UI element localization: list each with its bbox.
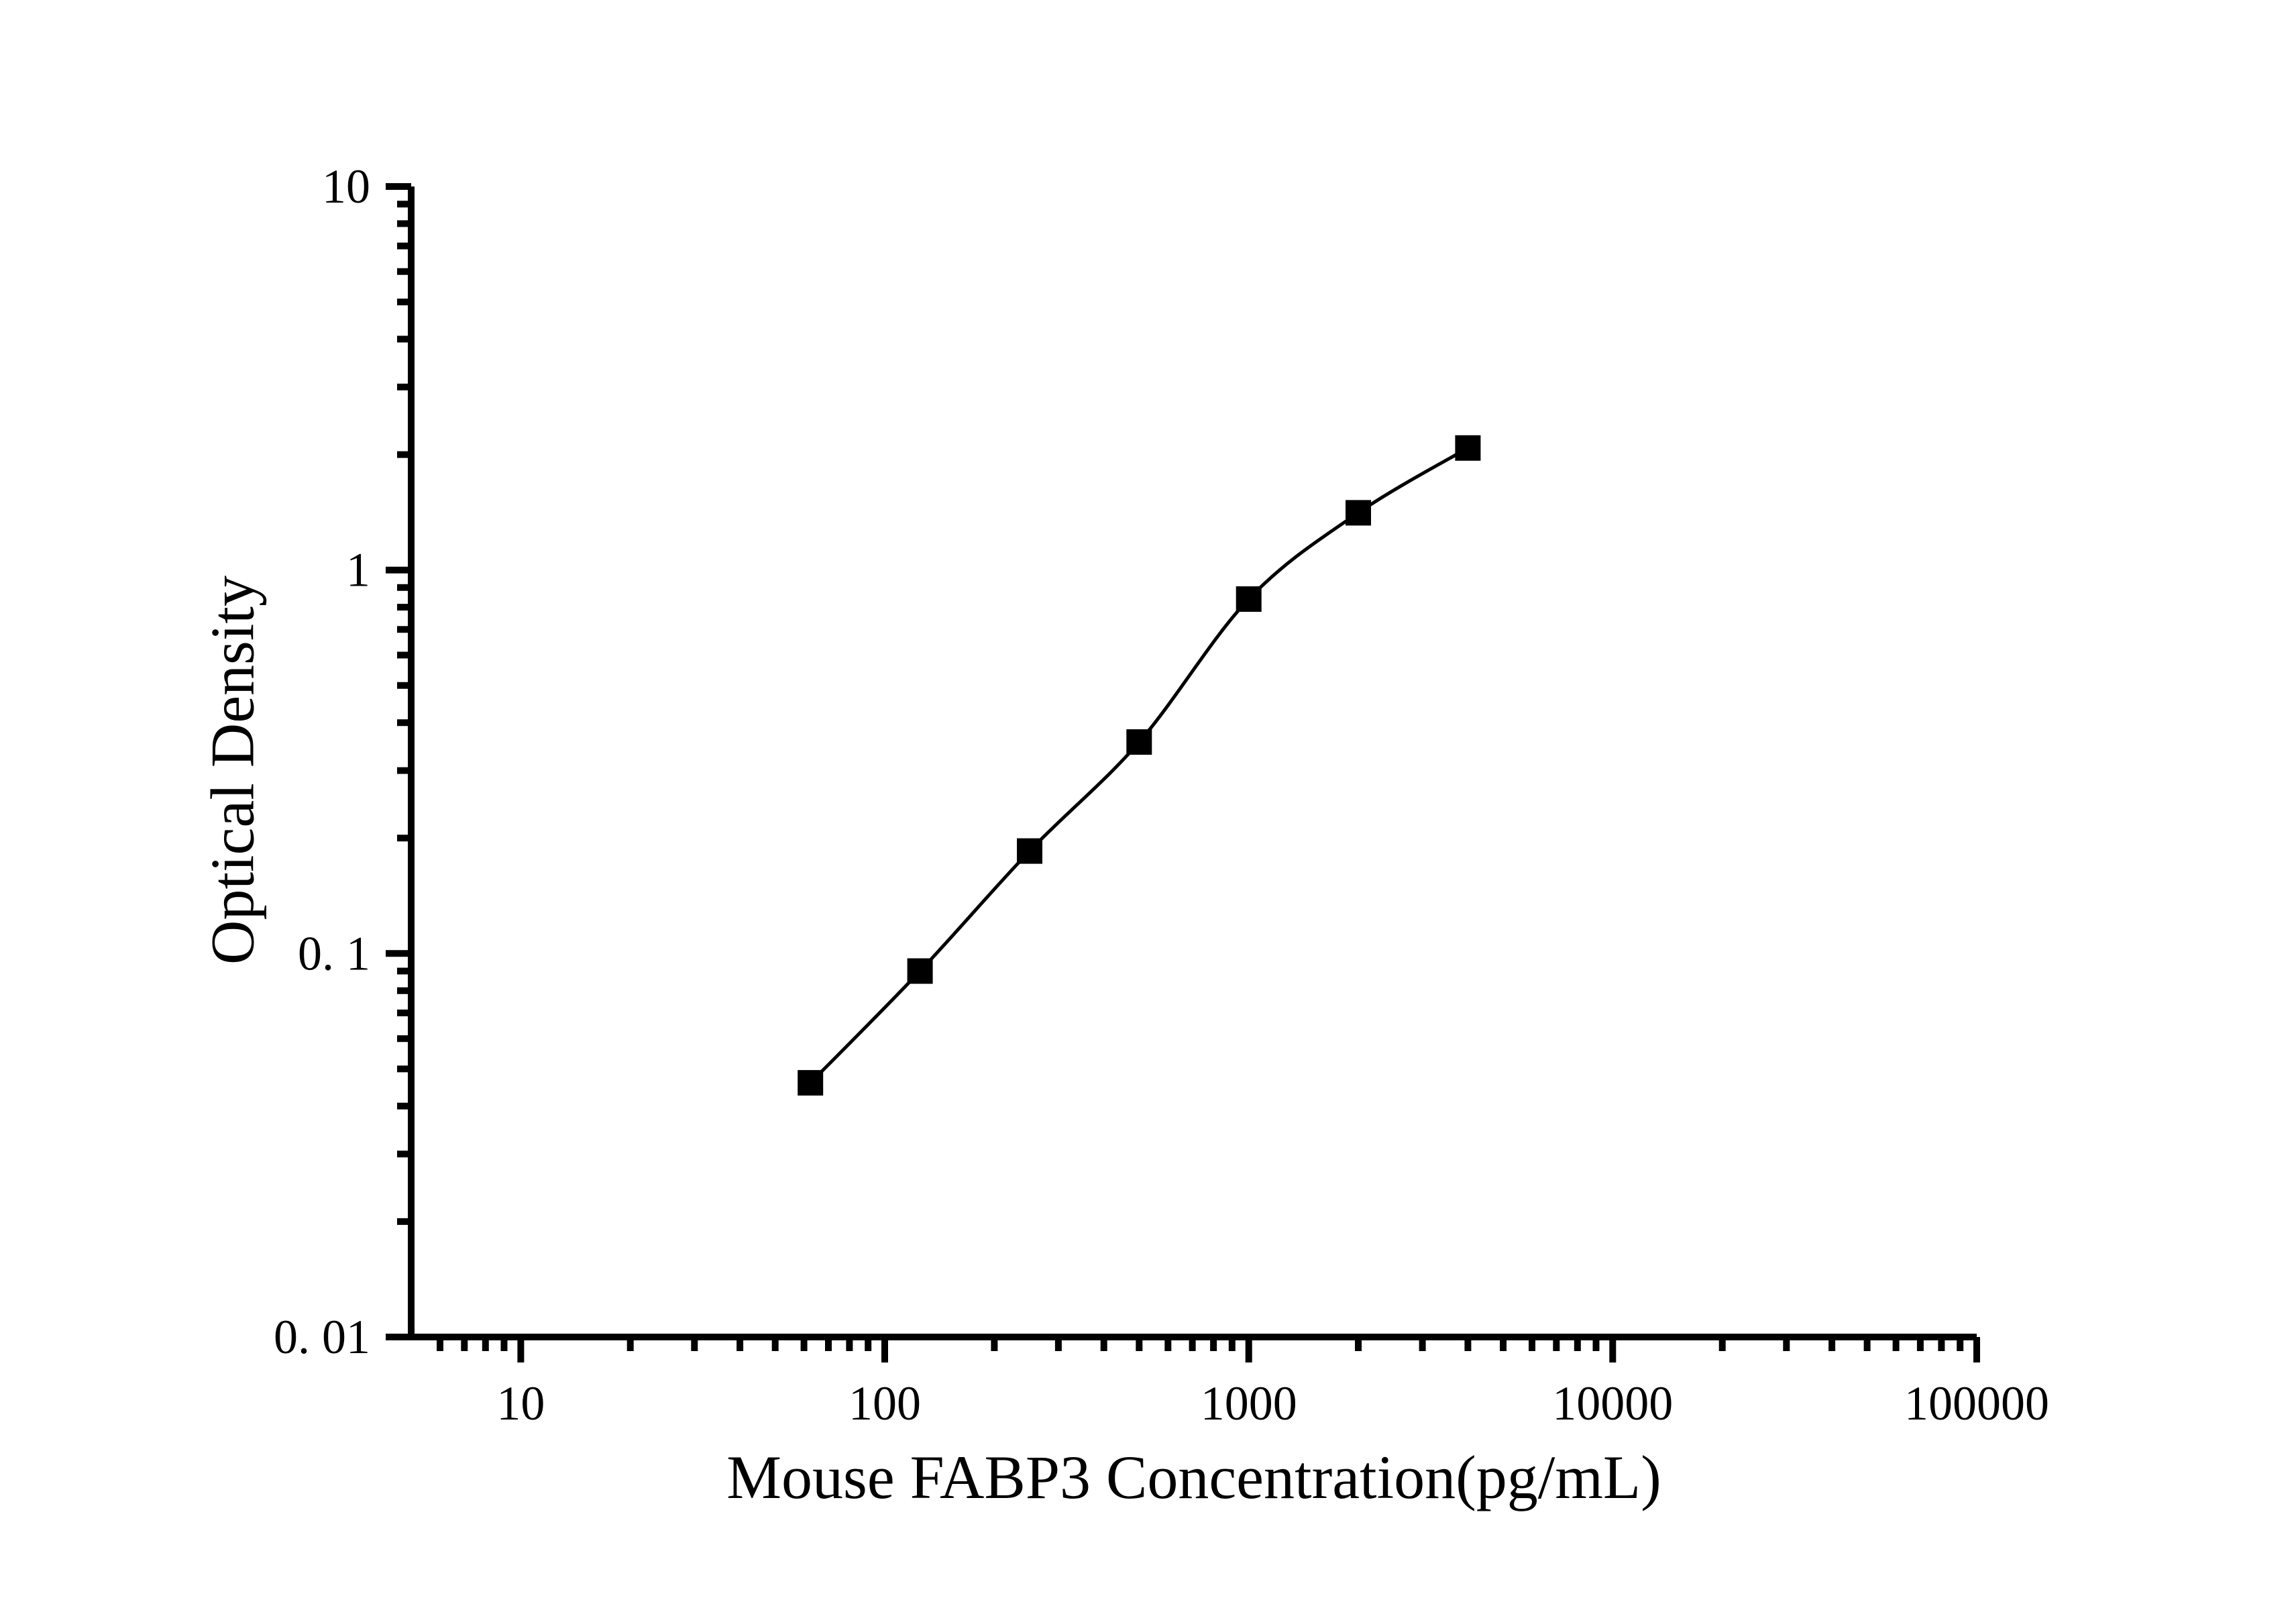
x-tick-label: 10 — [496, 1377, 545, 1430]
y-tick-label: 1 — [346, 543, 370, 597]
data-point-marker — [907, 958, 933, 984]
data-point-marker — [798, 1070, 824, 1096]
axis-ticks — [386, 183, 1980, 1362]
x-axis-title: Mouse FABP3 Concentration(pg/mL) — [726, 1443, 1661, 1511]
data-point-marker — [1346, 500, 1371, 526]
axes — [408, 186, 1977, 1340]
y-tick-label: 0. 01 — [274, 1310, 370, 1364]
fit-curve-path — [809, 446, 1469, 1084]
x-tick-label: 10000 — [1552, 1377, 1673, 1430]
data-points — [798, 435, 1481, 1096]
x-tick-labels: 10 100 1000 10000 100000 — [496, 1377, 2049, 1430]
y-tick-label: 0. 1 — [298, 926, 370, 980]
data-point-marker — [1455, 435, 1481, 461]
x-tick-label: 100 — [849, 1377, 921, 1430]
y-tick-label: 10 — [322, 160, 370, 213]
fit-curve — [809, 446, 1469, 1084]
x-tick-label: 100000 — [1904, 1377, 2049, 1430]
y-tick-labels: 10 1 0. 1 0. 01 — [274, 160, 370, 1364]
data-point-marker — [1236, 586, 1262, 612]
x-tick-label: 1000 — [1201, 1377, 1297, 1430]
data-point-marker — [1017, 838, 1042, 864]
y-axis-title: Optical Density — [198, 576, 266, 965]
data-point-marker — [1126, 729, 1152, 755]
